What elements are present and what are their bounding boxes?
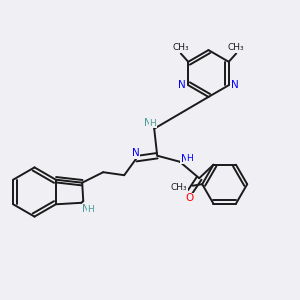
Text: CH₃: CH₃ [171, 183, 187, 192]
Text: H: H [149, 119, 156, 128]
Text: H: H [186, 154, 193, 163]
Text: N: N [232, 80, 239, 90]
Text: N: N [82, 204, 90, 214]
Text: CH₃: CH₃ [172, 44, 189, 52]
Text: N: N [144, 118, 152, 128]
Text: CH₃: CH₃ [228, 44, 244, 52]
Text: H: H [88, 205, 94, 214]
Text: N: N [178, 80, 185, 90]
Text: O: O [185, 193, 194, 203]
Text: N: N [181, 154, 188, 164]
Text: N: N [132, 148, 140, 158]
